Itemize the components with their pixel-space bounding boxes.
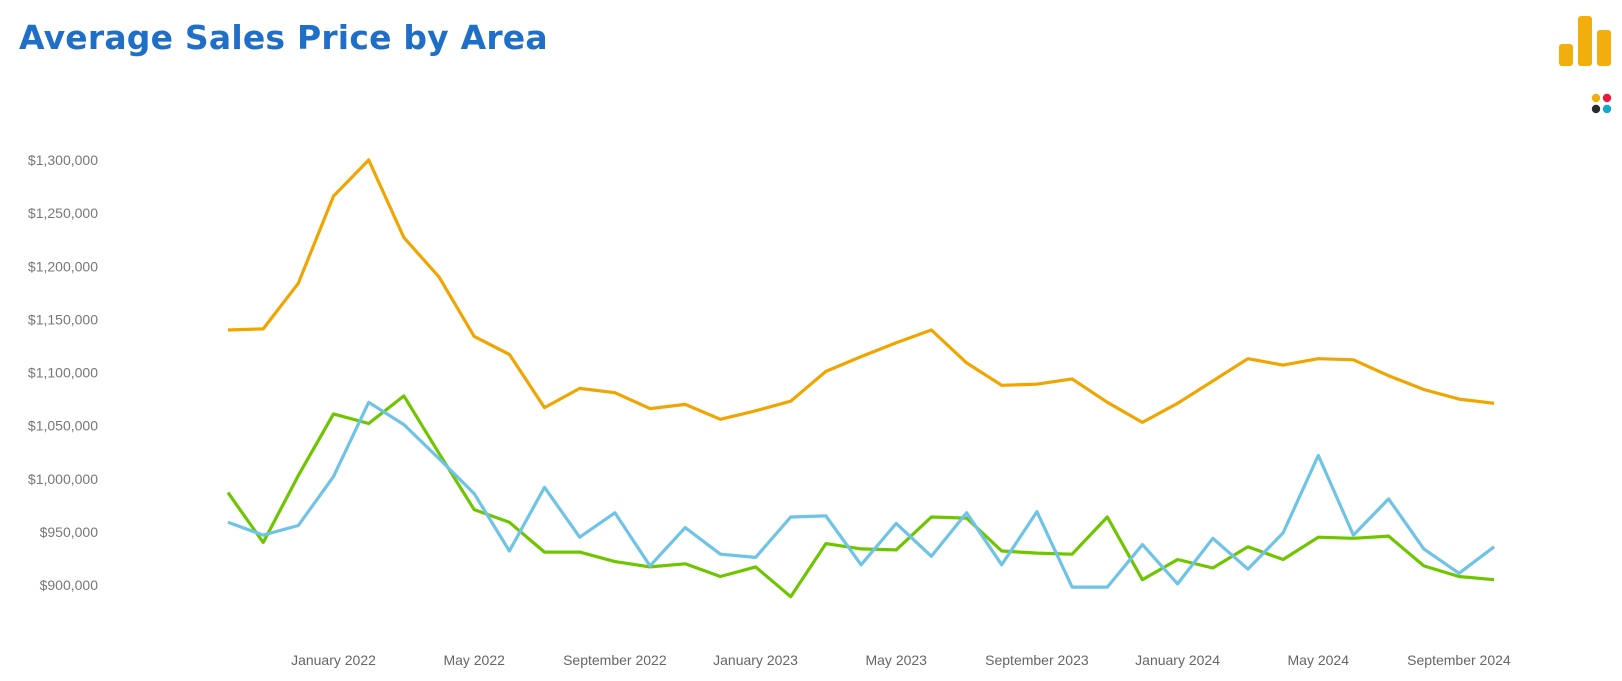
series-line[interactable] [227,158,1495,424]
page-title: Average Sales Price by Area [19,18,548,57]
series-line[interactable] [227,400,1496,589]
y-tick-label: $950,000 [40,524,99,540]
x-tick-label: January 2023 [713,652,798,668]
x-axis: January 2022 May 2022 September 2022 Januar… [291,652,1511,668]
y-tick-label: $1,300,000 [28,152,98,168]
x-tick-label: September 2023 [985,652,1089,668]
logo-bar-3 [1597,30,1611,66]
x-tick-label: January 2022 [291,652,376,668]
y-tick-label: $1,200,000 [28,258,98,274]
x-tick-label: September 2024 [1407,652,1511,668]
logo-bar-1 [1559,44,1573,66]
y-axis: $900,000 $950,000 $1,000,000 $1,050,000 $1,1… [28,152,98,593]
y-tick-label: $900,000 [40,577,99,593]
x-tick-label: May 2024 [1288,652,1350,668]
y-tick-label: $1,100,000 [28,365,98,381]
series-line[interactable] [226,394,1495,599]
logo-bar-2 [1578,16,1592,66]
color-palette-dots-icon [1591,93,1612,114]
x-tick-label: May 2022 [443,652,505,668]
y-tick-label: $1,150,000 [28,311,98,327]
series-lines [226,158,1496,599]
x-tick-label: January 2024 [1135,652,1220,668]
y-tick-label: $1,000,000 [28,471,98,487]
y-tick-label: $1,250,000 [28,205,98,221]
x-tick-label: May 2023 [865,652,927,668]
x-tick-label: September 2022 [563,652,667,668]
y-tick-label: $1,050,000 [28,418,98,434]
bar-chart-logo-icon [1559,16,1611,66]
